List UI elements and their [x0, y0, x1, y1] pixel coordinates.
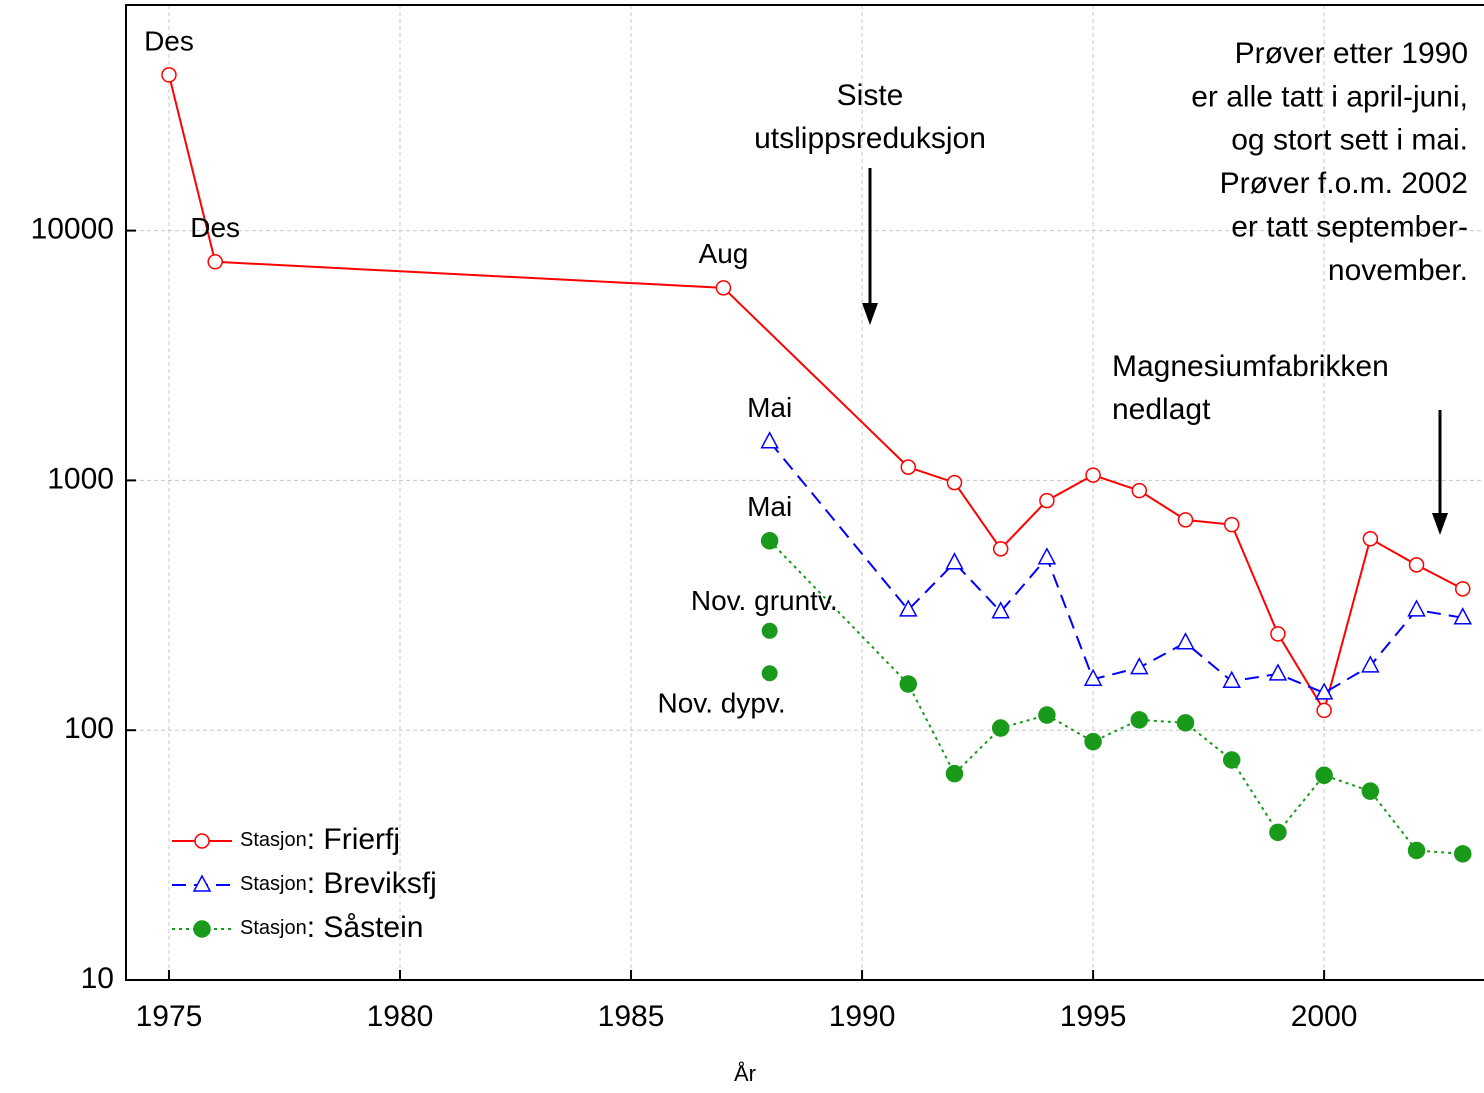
marker — [991, 601, 1010, 619]
marker — [945, 764, 964, 783]
marker — [991, 719, 1010, 737]
legend-name: : Frierfj — [307, 823, 400, 856]
arrow-head — [862, 303, 878, 325]
marker — [1085, 467, 1101, 483]
annotation: utslippsreduksjon — [754, 122, 986, 155]
y-tick-label: 1000 — [47, 462, 114, 495]
marker — [193, 920, 211, 938]
marker — [1453, 607, 1472, 625]
legend-prefix: Stasjon — [240, 873, 307, 895]
marker — [760, 532, 779, 550]
x-axis-label: År — [734, 1061, 756, 1086]
y-tick-label: 10000 — [31, 213, 114, 246]
marker — [1039, 492, 1055, 509]
legend-prefix: Stasjon — [240, 829, 307, 851]
annotation: nedlagt — [1112, 393, 1211, 426]
x-tick-label: 1980 — [367, 1000, 434, 1033]
marker — [1362, 530, 1379, 547]
marker — [1130, 657, 1149, 675]
x-tick-label: 1995 — [1060, 1000, 1127, 1033]
note: november. — [1328, 254, 1468, 287]
extra-point — [761, 622, 778, 639]
marker — [1223, 516, 1240, 533]
marker — [161, 67, 177, 83]
marker — [1083, 668, 1103, 686]
marker — [1038, 706, 1056, 724]
marker — [1176, 632, 1195, 650]
marker — [1407, 599, 1426, 617]
marker — [899, 599, 918, 617]
annotation: Magnesiumfabrikken — [1112, 350, 1389, 383]
marker — [1361, 782, 1380, 800]
marker — [1177, 512, 1194, 528]
legend-label: Stasjon: Frierfj — [240, 823, 400, 856]
arrow-head — [1432, 513, 1448, 535]
note: er alle tatt i april-juni, — [1191, 80, 1468, 113]
marker — [1037, 547, 1057, 565]
marker — [1269, 823, 1287, 842]
marker — [1407, 841, 1426, 860]
legend-label: Stasjon: Breviksfj — [240, 867, 437, 900]
marker — [1453, 845, 1472, 863]
point-label: Mai — [747, 491, 792, 522]
legend-label: Stasjon: Såstein — [240, 911, 423, 944]
point-label: Mai — [747, 392, 792, 423]
marker — [1361, 655, 1380, 673]
marker — [1268, 663, 1288, 681]
series-line — [768, 540, 1463, 855]
y-tick-label: 100 — [64, 712, 114, 745]
annotation: Siste — [837, 79, 904, 112]
marker — [194, 833, 210, 849]
extra-point — [761, 665, 778, 682]
series-line — [168, 74, 1464, 713]
note: Prøver etter 1990 — [1235, 37, 1468, 70]
marker — [1176, 714, 1195, 732]
marker — [1084, 732, 1102, 751]
legend-name: : Breviksfj — [307, 867, 437, 900]
plot-frame — [125, 4, 1484, 981]
legend-prefix: Stasjon — [240, 917, 307, 939]
marker — [1454, 581, 1471, 597]
point-label: Aug — [699, 238, 749, 269]
y-tick-label: 10 — [81, 962, 114, 995]
marker — [992, 541, 1009, 557]
note: er tatt september- — [1231, 211, 1468, 244]
x-tick-label: 1990 — [829, 1000, 896, 1033]
marker — [1222, 670, 1241, 689]
marker — [1222, 751, 1241, 769]
marker — [899, 675, 918, 693]
marker — [1270, 626, 1286, 642]
series-line — [768, 441, 1463, 695]
x-tick-label: 2000 — [1291, 1000, 1358, 1033]
marker — [1130, 711, 1149, 729]
point-label: Des — [144, 25, 194, 56]
marker — [192, 874, 212, 892]
note: Prøver f.o.m. 2002 — [1220, 167, 1468, 200]
marker — [1316, 702, 1332, 719]
x-tick-label: 1975 — [136, 1000, 203, 1033]
marker — [1131, 482, 1148, 499]
marker — [900, 459, 917, 475]
extra-point-label: Nov. gruntv. — [691, 585, 838, 616]
marker — [946, 474, 963, 491]
marker — [1408, 557, 1425, 573]
x-tick-label: 1985 — [598, 1000, 665, 1033]
extra-point-label: Nov. dypv. — [658, 688, 786, 719]
marker — [207, 254, 223, 270]
note: og stort sett i mai. — [1231, 124, 1468, 157]
marker — [1315, 766, 1333, 785]
marker — [760, 431, 779, 449]
marker — [715, 280, 732, 296]
point-label: Des — [190, 212, 240, 243]
marker — [945, 552, 964, 570]
marker — [1314, 682, 1334, 700]
legend-name: : Såstein — [307, 911, 424, 944]
